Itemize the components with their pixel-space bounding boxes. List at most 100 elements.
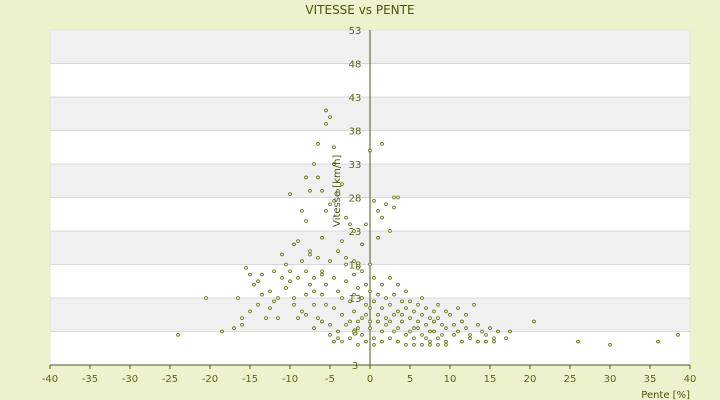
data-point — [376, 235, 380, 240]
data-point — [288, 192, 292, 196]
data-point — [416, 326, 420, 330]
y-tick-label: 18 — [349, 261, 362, 272]
data-point — [424, 336, 428, 341]
data-point — [404, 343, 408, 347]
data-point — [388, 302, 392, 307]
data-point — [336, 188, 340, 193]
data-point — [368, 306, 372, 310]
data-point — [424, 322, 428, 327]
data-point — [368, 262, 372, 267]
data-point — [384, 296, 388, 300]
data-point — [344, 262, 348, 267]
data-point — [444, 339, 448, 344]
data-point — [340, 312, 344, 317]
data-point — [444, 326, 448, 330]
data-point — [232, 326, 236, 330]
y-tick-label: 28 — [349, 194, 362, 205]
y-axis-title: Vitesse [km/h] — [332, 155, 343, 227]
data-point — [304, 269, 308, 274]
data-point — [396, 339, 400, 344]
data-point — [276, 316, 280, 320]
data-point — [392, 329, 396, 334]
data-point — [364, 312, 368, 317]
data-point — [408, 299, 412, 304]
y-tick-label: 38 — [349, 127, 362, 138]
data-point — [372, 343, 376, 347]
data-point — [304, 175, 308, 180]
data-point — [236, 296, 240, 300]
data-point — [284, 262, 288, 267]
data-point — [576, 339, 580, 344]
data-point — [332, 339, 336, 344]
data-point — [276, 296, 280, 300]
x-tick-label: 20 — [524, 374, 537, 385]
data-point — [364, 339, 368, 344]
data-point — [404, 306, 408, 310]
data-point — [420, 312, 424, 317]
data-point — [296, 316, 300, 320]
data-point — [312, 289, 316, 294]
data-point — [492, 339, 496, 344]
data-point — [400, 299, 404, 304]
data-point — [324, 108, 328, 113]
data-point — [304, 292, 308, 297]
data-point — [376, 319, 380, 324]
data-point — [364, 222, 368, 227]
data-point — [440, 333, 444, 337]
data-point — [356, 266, 360, 270]
y-tick-label: 53 — [349, 26, 362, 37]
data-point — [384, 316, 388, 320]
data-point — [360, 269, 364, 274]
x-tick-label: 40 — [684, 374, 697, 385]
data-point — [308, 252, 312, 257]
data-point — [432, 319, 436, 324]
data-point — [436, 343, 440, 347]
data-point — [288, 269, 292, 274]
data-point — [388, 336, 392, 341]
data-point — [392, 195, 396, 200]
data-point — [256, 302, 260, 307]
data-point — [676, 333, 680, 337]
data-point — [340, 182, 344, 186]
data-point — [288, 279, 292, 284]
data-point — [268, 289, 272, 294]
data-point — [472, 302, 476, 307]
data-point — [308, 188, 312, 193]
data-point — [408, 316, 412, 320]
data-point — [432, 329, 436, 334]
data-point — [284, 286, 288, 290]
data-point — [372, 199, 376, 203]
data-point — [392, 312, 396, 317]
data-point — [388, 229, 392, 233]
x-tick-label: -15 — [242, 374, 258, 385]
data-point — [344, 215, 348, 220]
y-tick-label: 3 — [352, 361, 358, 372]
data-point — [364, 302, 368, 307]
data-point — [320, 319, 324, 324]
data-point — [440, 322, 444, 327]
data-point — [316, 255, 320, 260]
data-point — [532, 319, 536, 324]
data-point — [176, 333, 180, 337]
data-point — [280, 276, 284, 280]
data-point — [260, 272, 264, 277]
data-point — [464, 326, 468, 330]
data-point — [296, 239, 300, 243]
data-point — [460, 339, 464, 344]
data-point — [328, 259, 332, 263]
data-point — [328, 322, 332, 327]
data-point — [320, 269, 324, 274]
data-point — [300, 259, 304, 263]
x-tick-label: 25 — [564, 374, 577, 385]
x-tick-label: 15 — [484, 374, 497, 385]
data-point — [320, 292, 324, 297]
data-point — [336, 336, 340, 341]
data-point — [348, 299, 352, 304]
data-point — [312, 162, 316, 166]
data-point — [484, 339, 488, 344]
data-point — [340, 239, 344, 243]
data-point — [324, 282, 328, 287]
data-point — [344, 322, 348, 327]
